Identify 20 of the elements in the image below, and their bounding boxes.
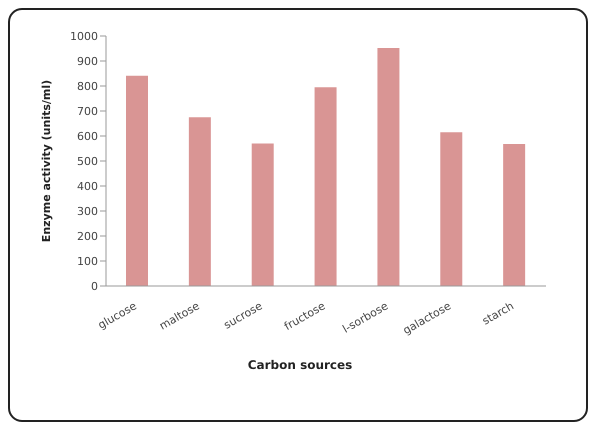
y-tick-label: 400 <box>77 180 98 193</box>
bar <box>440 132 462 286</box>
bar <box>188 117 211 286</box>
y-tick-label: 200 <box>77 230 98 243</box>
y-tick-label: 1000 <box>70 30 98 43</box>
bar <box>377 48 400 286</box>
y-tick-label: 0 <box>91 280 98 293</box>
bar <box>252 144 274 286</box>
y-tick-label: 600 <box>77 130 98 143</box>
y-tick-label: 100 <box>77 254 98 268</box>
y-tick-label: 800 <box>77 80 98 93</box>
y-tick-label: 900 <box>77 54 98 68</box>
bar <box>503 144 526 286</box>
bar <box>314 87 337 286</box>
y-tick-label: 700 <box>77 104 98 118</box>
bar <box>126 76 148 286</box>
y-axis-title: Enzyme activity (units/ml) <box>40 80 53 242</box>
x-axis-title: Carbon sources <box>246 358 354 372</box>
y-tick-label: 500 <box>77 154 98 168</box>
y-tick-label: 300 <box>77 204 98 218</box>
